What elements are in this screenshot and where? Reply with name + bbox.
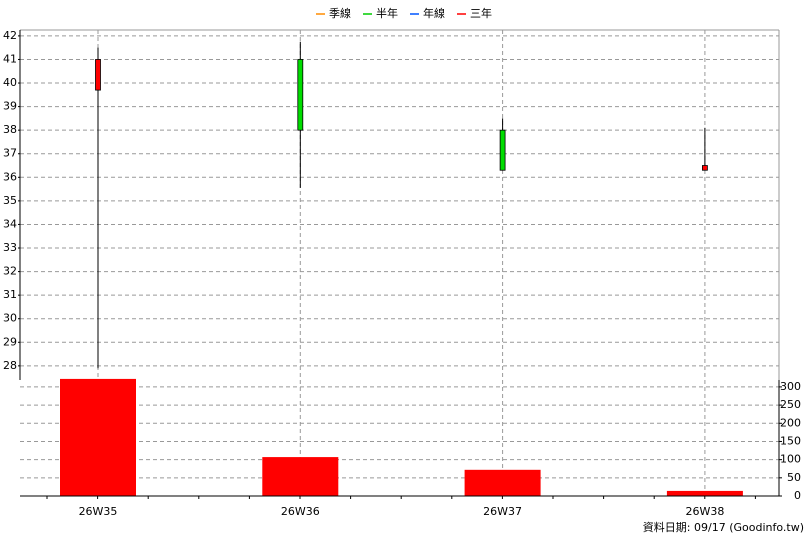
y-tick-label: 33: [3, 241, 17, 254]
y-tick-label: 42: [3, 29, 17, 42]
y-tick-label: 38: [3, 123, 17, 136]
legend-label: 年線: [423, 6, 445, 20]
footer: 資料日期: 09/17 (Goodinfo.tw): [643, 520, 804, 534]
legend-label: 季線: [329, 6, 351, 20]
y-tick-label: 34: [3, 217, 17, 230]
y2-tick-label: 200: [780, 416, 801, 429]
x-tick-label: 26W38: [685, 505, 724, 518]
y2-tick-label: 0: [794, 489, 801, 502]
y-tick-label: 36: [3, 170, 17, 183]
legend-label: 半年: [376, 6, 398, 20]
volume-bar: [666, 490, 743, 496]
y2-tick-label: 50: [787, 471, 801, 484]
x-tick-label: 26W36: [281, 505, 320, 518]
candle-body: [95, 59, 101, 91]
candle-body: [297, 59, 304, 131]
y2-tick-label: 300: [780, 380, 801, 393]
y-tick-label: 41: [3, 52, 17, 65]
y-tick-label: 28: [3, 359, 17, 372]
y-tick-label: 35: [3, 194, 17, 207]
y-tick-label: 29: [3, 335, 17, 348]
y-tick-label: 40: [3, 76, 17, 89]
y2-tick-label: 100: [780, 453, 801, 466]
candle-body: [702, 165, 708, 171]
y-tick-label: 31: [3, 288, 17, 301]
y2-tick-label: 150: [780, 434, 801, 447]
x-tick-label: 26W37: [483, 505, 522, 518]
volume-bar: [60, 378, 136, 496]
legend-label: 三年: [470, 6, 492, 20]
y-tick-label: 32: [3, 265, 17, 278]
y-tick-label: 30: [3, 312, 17, 325]
y2-tick-label: 250: [780, 398, 801, 411]
y-tick-label: 39: [3, 100, 17, 113]
volume-bar: [464, 469, 541, 496]
candle-body: [499, 129, 506, 171]
y-tick-label: 37: [3, 147, 17, 160]
x-tick-label: 26W35: [79, 505, 118, 518]
volume-bar: [262, 457, 339, 496]
